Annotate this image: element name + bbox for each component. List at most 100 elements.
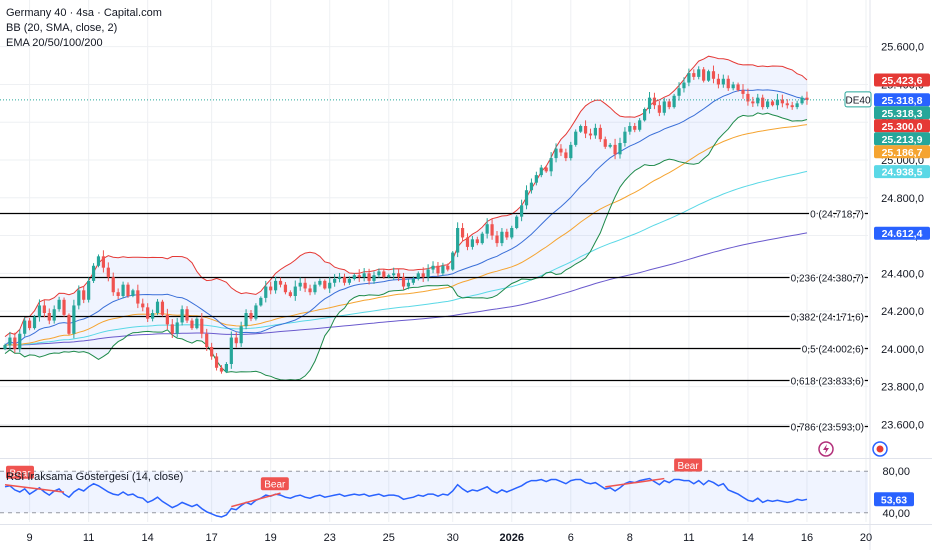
candle: [608, 143, 612, 149]
candle-body: [377, 271, 381, 276]
candle-body: [687, 73, 691, 83]
candle: [761, 94, 765, 110]
candle-body: [62, 299, 66, 315]
candle: [308, 284, 312, 296]
candle-body: [770, 101, 775, 106]
price-tick-label: 24.000,0: [881, 344, 924, 356]
candle-body: [111, 277, 115, 293]
time-tick-label: 16: [801, 532, 813, 544]
candle-body: [795, 103, 799, 108]
candle: [770, 99, 775, 107]
candle-body: [387, 275, 391, 278]
candle-body: [210, 347, 214, 357]
candle-body: [131, 290, 135, 296]
candle: [598, 124, 602, 142]
ema100-line: [4, 170, 808, 346]
candle: [706, 69, 711, 82]
price-label-box: [874, 119, 930, 133]
lightning-bolt-icon: [823, 444, 829, 454]
candle-body: [165, 314, 169, 325]
candle-body: [190, 320, 194, 329]
candle: [141, 298, 145, 312]
candle: [692, 69, 696, 80]
candle: [647, 92, 652, 114]
candle: [716, 73, 720, 89]
rsi-pane: Bear Bear Bear 80,00 40,00 53,63: [0, 458, 914, 520]
candle-body: [470, 239, 474, 247]
candle: [106, 262, 110, 282]
candle-body: [3, 345, 7, 349]
candle-body: [357, 275, 361, 278]
candle-body: [121, 284, 125, 296]
candle: [269, 281, 273, 295]
candle: [190, 318, 194, 330]
candle: [224, 362, 228, 374]
candle-body: [337, 277, 342, 279]
candle-body: [588, 133, 593, 136]
candle: [579, 124, 583, 133]
candle-body: [116, 292, 120, 296]
candle: [564, 148, 568, 162]
candle: [505, 228, 509, 240]
candle-body: [805, 97, 809, 100]
price-tick-label: 24.800,0: [881, 193, 924, 205]
divergence-line: [4, 484, 65, 493]
candle-body: [293, 286, 297, 296]
candle-body: [180, 309, 184, 323]
candle-body: [77, 290, 81, 306]
candle-body: [308, 288, 312, 293]
time-tick-label: 14: [742, 532, 754, 544]
candle: [234, 332, 238, 348]
candle-body: [214, 356, 219, 368]
candle-body: [67, 314, 71, 334]
bear-label-box: [6, 465, 34, 479]
time-tick-label: 23: [324, 532, 336, 544]
candle-body: [401, 277, 406, 287]
candle: [52, 305, 56, 324]
price-label: 25.318,8: [882, 95, 923, 107]
candle: [318, 278, 322, 287]
candle-body: [780, 99, 784, 104]
candle: [175, 317, 179, 338]
legend-symbol[interactable]: Germany 40 · 4sa · Capital.com: [6, 7, 162, 19]
candle: [721, 74, 725, 88]
candle-body: [234, 337, 238, 344]
rsi-value-box: [874, 492, 914, 507]
candle-body: [756, 97, 760, 104]
candle: [303, 278, 307, 293]
candle: [387, 273, 391, 279]
candle: [446, 263, 450, 272]
candle: [524, 185, 529, 210]
candle: [67, 313, 71, 335]
candle-body: [249, 313, 253, 319]
candle: [529, 178, 534, 194]
candle-body: [500, 231, 504, 244]
price-label-box: [874, 165, 930, 179]
symbol-tag-box: [844, 91, 872, 108]
candle-body: [411, 279, 415, 283]
chart-legend: Germany 40 · 4sa · Capital.com BB (20, S…: [6, 6, 162, 51]
candle: [13, 332, 17, 353]
candle: [628, 122, 632, 135]
candle: [470, 235, 474, 250]
candle-body: [692, 73, 696, 77]
candle: [328, 277, 332, 293]
candle: [795, 100, 799, 110]
candle-body: [283, 284, 288, 293]
candle-body: [697, 69, 701, 77]
ema50-line: [4, 124, 808, 346]
bollinger-lower-line: [4, 112, 808, 381]
legend-ema[interactable]: EMA 20/50/100/200: [6, 37, 103, 49]
candle: [574, 129, 578, 147]
legend-bb[interactable]: BB (20, SMA, close, 2): [6, 22, 118, 34]
candle: [278, 277, 283, 288]
price-tick-label: 25.600,0: [881, 42, 924, 54]
rsi-title[interactable]: RSI Iraksama Göstergesi (14, close): [6, 471, 184, 483]
candle-body: [259, 297, 263, 306]
candle-body: [726, 78, 730, 89]
candle-body: [352, 275, 356, 279]
candle-body: [151, 313, 155, 319]
candle: [775, 93, 780, 110]
